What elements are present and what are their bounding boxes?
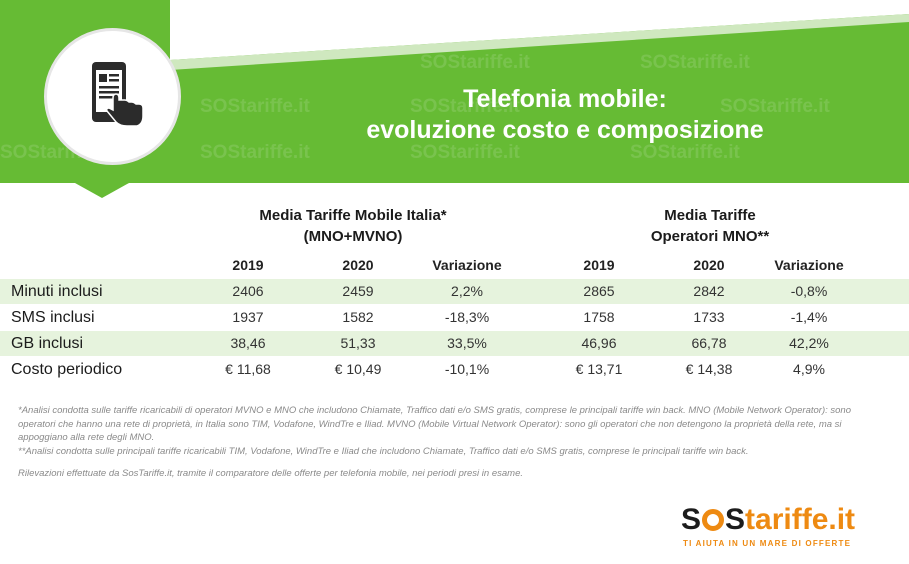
sostariffe-logo: S Stariffe.it TI AIUTA IN UN MARE DI OFFE… — [681, 503, 901, 551]
column-header: 2020 — [342, 257, 374, 273]
column-header: 2020 — [693, 257, 725, 273]
table-row: Costo periodico € 11,68 € 10,49 -10,1% €… — [0, 357, 909, 382]
footnote-mno: **Analisi condotta sulle principali tari… — [18, 445, 749, 457]
footnote-mno-mvno: *Analisi condotta sulle tariffe ricarica… — [18, 405, 851, 443]
watermark: SOStariffe.it — [200, 96, 310, 117]
column-header: 2019 — [232, 257, 264, 273]
column-header: 2019 — [583, 257, 615, 273]
watermark: SOStariffe.it — [640, 52, 750, 73]
column-header: Variazione — [774, 257, 844, 273]
table-cell: 1758 — [583, 309, 615, 325]
lifebuoy-icon — [702, 509, 725, 531]
table-cell: 1582 — [342, 309, 374, 325]
group2-subtitle: Operatori MNO** — [650, 228, 770, 245]
table-row: GB inclusi 38,46 51,33 33,5% 46,96 66,78… — [0, 331, 909, 356]
table-cell: 66,78 — [691, 335, 727, 351]
row-label: Costo periodico — [11, 361, 123, 378]
watermark: SOStariffe.it — [410, 142, 520, 163]
watermark: SOStariffe.it — [410, 96, 520, 117]
table-cell: € 14,38 — [685, 361, 733, 377]
table-cell: 46,96 — [581, 335, 617, 351]
table-row: SMS inclusi 1937 1582 -18,3% 1758 1733 -… — [0, 305, 909, 330]
table-cell: -0,8% — [790, 283, 828, 299]
row-label: GB inclusi — [11, 335, 84, 352]
watermark: SOStariffe.it — [720, 96, 830, 117]
row-label: Minuti inclusi — [11, 283, 103, 300]
table-cell: 2865 — [583, 283, 615, 299]
table-cell: 42,2% — [789, 335, 829, 351]
table-cell: 2842 — [693, 283, 725, 299]
table-cell: 33,5% — [447, 335, 487, 351]
logo-letter-s: S — [725, 503, 746, 536]
footnote-source: Rilevazioni effettuate da SosTariffe.it,… — [18, 468, 523, 479]
group1-title: Media Tariffe Mobile Italia* — [259, 207, 447, 224]
table-cell: € 13,71 — [575, 361, 623, 377]
watermark: SOStariffe.it — [630, 142, 740, 163]
page-title: Telefonia mobile: evoluzione costo e com… — [300, 84, 830, 146]
logo-wordmark: S Stariffe.it — [681, 503, 855, 537]
group1-subtitle: (MNO+MVNO) — [303, 228, 403, 245]
watermark: SOStariffe.it — [420, 52, 530, 73]
footnotes: *Analisi condotta sulle tariffe ricarica… — [18, 404, 888, 481]
table-cell: -1,4% — [790, 309, 828, 325]
table-cell: 2406 — [232, 283, 264, 299]
group2-title: Media Tariffe — [664, 207, 756, 224]
title-line-2: evoluzione costo e composizione — [366, 116, 764, 144]
banner-pointer — [75, 183, 129, 198]
table-cell: 2459 — [342, 283, 374, 299]
logo-letter-s: S — [681, 503, 702, 536]
table-cell: € 11,68 — [225, 361, 271, 377]
table-cell: € 10,49 — [334, 361, 382, 377]
row-label: SMS inclusi — [11, 309, 95, 326]
watermark: SOStariffe.it — [200, 142, 310, 163]
smartphone-touch-icon — [92, 62, 144, 127]
column-header: Variazione — [432, 257, 502, 273]
banner-stripes — [170, 0, 909, 70]
table-cell: 1937 — [232, 309, 264, 325]
logo-tariffe: tariffe.it — [745, 503, 856, 536]
table-cell: 4,9% — [793, 361, 825, 377]
table-cell: -10,1% — [444, 361, 490, 377]
group-header-all-operators: Media Tariffe Mobile Italia* (MNO+MVNO) — [228, 205, 478, 247]
logo-tagline: TI AIUTA IN UN MARE DI OFFERTE — [683, 539, 852, 548]
table-row: Minuti inclusi 2406 2459 2,2% 2865 2842 … — [0, 279, 909, 304]
watermark: SOStariffe.it — [640, 8, 750, 29]
table-cell: 2,2% — [451, 283, 483, 299]
table-cell: 51,33 — [340, 335, 376, 351]
title-line-1: Telefonia mobile: — [463, 85, 667, 113]
group-header-mno: Media Tariffe Operatori MNO** — [585, 205, 835, 247]
table-cell: -18,3% — [444, 309, 490, 325]
table-cell: 38,46 — [230, 335, 266, 351]
table-cell: 1733 — [693, 309, 725, 325]
